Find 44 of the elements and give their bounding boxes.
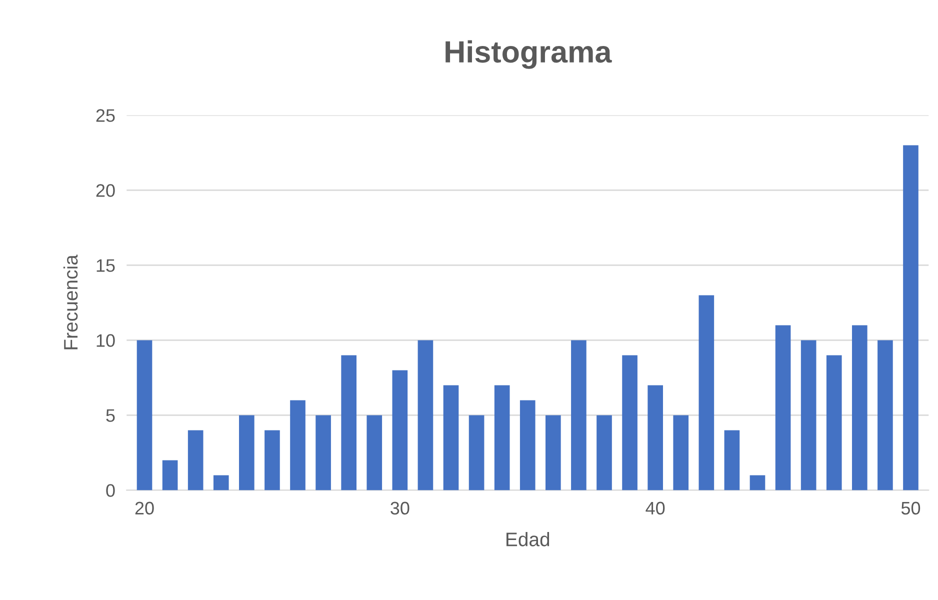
bar [392,370,408,490]
bar [366,415,382,490]
bar [494,385,510,490]
bar [852,325,868,490]
bar [443,385,459,490]
bar [903,145,918,490]
bar [468,415,484,490]
bar [290,400,306,490]
bar [698,295,714,490]
bar [596,415,612,490]
bar [162,460,178,490]
bar [800,340,816,490]
bar [878,340,893,490]
bar [571,340,586,490]
bar [673,415,689,490]
bar [775,325,791,490]
chart-title: Histograma [446,40,612,69]
bar [316,415,331,490]
x-tick-label: 30 [390,502,410,515]
bar [826,355,842,490]
bar [520,400,536,490]
x-tick-label: 40 [646,502,665,515]
bar [136,340,152,490]
bar [188,430,204,490]
y-tick-label: 25 [96,109,115,122]
bar [213,475,229,490]
bar [239,415,254,490]
y-tick-label: 10 [96,334,115,347]
x-tick-label: 20 [135,502,154,515]
y-axis-title: Frecuencia [63,254,78,350]
bar [750,475,766,490]
bar [648,385,663,490]
y-tick-label: 5 [106,409,115,422]
y-tick-label: 15 [96,259,115,272]
bar [418,340,434,490]
y-tick-label: 20 [96,184,115,197]
y-tick-label: 0 [106,484,115,497]
x-tick-label: 50 [901,502,920,515]
bar [264,430,280,490]
bar [341,355,356,490]
bar [622,355,638,490]
bar [724,430,740,490]
x-axis-title: Edad [506,532,550,546]
bar [546,415,561,490]
